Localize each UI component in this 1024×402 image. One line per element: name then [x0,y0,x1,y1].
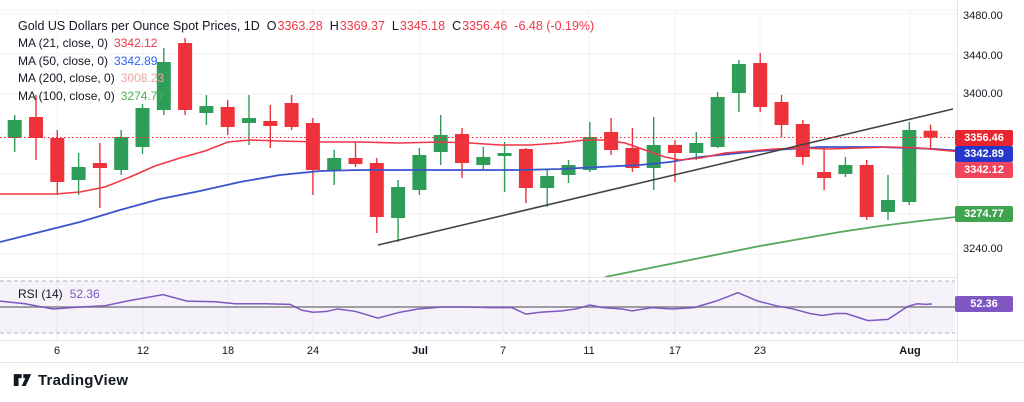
tradingview-logo-icon [13,374,32,387]
footer-border [0,362,1024,363]
ma-legend-row-0[interactable]: MA (21, close, 0) 3342.12 [18,35,594,53]
rsi-value: 52.36 [69,287,100,301]
time-axis-label: Aug [899,345,921,357]
ma100-line[interactable] [604,216,957,278]
ohlc-values: O3363.28 H3369.37 L3345.18 C3356.46 [260,19,508,33]
time-axis-label: 6 [53,345,61,357]
time-axis-label: 11 [583,345,595,357]
ma-label: MA (100, close, 0) [18,88,115,103]
chart-canvas[interactable] [0,0,958,345]
ma-legend-row-2[interactable]: MA (200, close, 0) 3008.23 [18,70,594,88]
ohlc-key-O: O [266,18,277,33]
price-axis-label: 3400.00 [963,88,1003,100]
symbol-title: Gold US Dollars per Ounce Spot Prices, 1… [18,18,260,33]
price-axis-label: 3480.00 [963,10,1003,22]
ohlc-value-L: 3345.18 [399,18,446,33]
legend: Gold US Dollars per Ounce Spot Prices, 1… [18,17,594,105]
time-axis-label: 24 [306,345,320,357]
time-axis-label: 7 [499,345,507,357]
ma-label: MA (200, close, 0) [18,71,115,86]
ma-legend-row-3[interactable]: MA (100, close, 0) 3274.77 [18,87,594,105]
price-badge: 3342.12 [955,162,1013,178]
time-axis-label: 17 [668,345,682,357]
price-badge: 3356.46 [955,130,1013,146]
ma-value: 3274.77 [120,88,165,103]
ma-label: MA (50, close, 0) [18,53,109,68]
change-value: -6.48 (-0.19%) [514,18,595,33]
price-badge: 52.36 [955,296,1013,312]
ma-legend: MA (21, close, 0) 3342.12 MA (50, close, 0… [18,35,594,105]
time-axis-label: 23 [753,345,767,357]
ma-label: MA (21, close, 0) [18,36,109,51]
price-axis[interactable]: 3480.00 3440.00 3400.00 3240.00 3356.46 3342.… [955,0,1024,362]
time-axis[interactable]: 6 12 18 24 Jul 7 11 17 23 Aug [0,340,957,362]
ma50-line[interactable] [0,146,957,243]
ohlc-value-H: 3369.37 [339,18,385,33]
ma21-line[interactable] [0,139,957,195]
rsi-band [0,280,957,334]
time-axis-label: 12 [136,345,150,357]
ma-value: 3342.12 [114,36,158,51]
ohlc-value-C: 3356.46 [462,18,508,33]
ma-value: 3342.89 [114,53,158,68]
rsi-line[interactable] [0,291,933,322]
price-axis-border [957,0,958,362]
ohlc-key-H: H [329,18,339,33]
price-axis-label: 3440.00 [963,50,1003,62]
rsi-legend-row[interactable]: RSI (14) 52.36 [18,287,100,301]
ma-value: 3008.23 [120,71,165,86]
time-axis-label: 18 [221,345,235,357]
ohlc-key-L: L [391,18,399,33]
ohlc-key-C: C [452,18,462,33]
trendline[interactable] [377,108,954,246]
brand-logo[interactable]: TradingView [13,371,128,390]
symbol-legend-row[interactable]: Gold US Dollars per Ounce Spot Prices, 1… [18,17,594,35]
price-axis-label: 3240.00 [963,243,1003,255]
rsi-label: RSI (14) [18,287,63,301]
pane-divider[interactable] [0,277,957,278]
price-badge: 3274.77 [955,206,1013,222]
ma-legend-row-1[interactable]: MA (50, close, 0) 3342.89 [18,52,594,70]
time-axis-border [0,340,1024,341]
price-badge: 3342.89 [955,146,1013,162]
brand-text: TradingView [38,372,129,389]
time-axis-label: Jul [412,345,428,357]
pane-top-border [0,10,957,11]
ohlc-value-O: 3363.28 [277,18,323,33]
